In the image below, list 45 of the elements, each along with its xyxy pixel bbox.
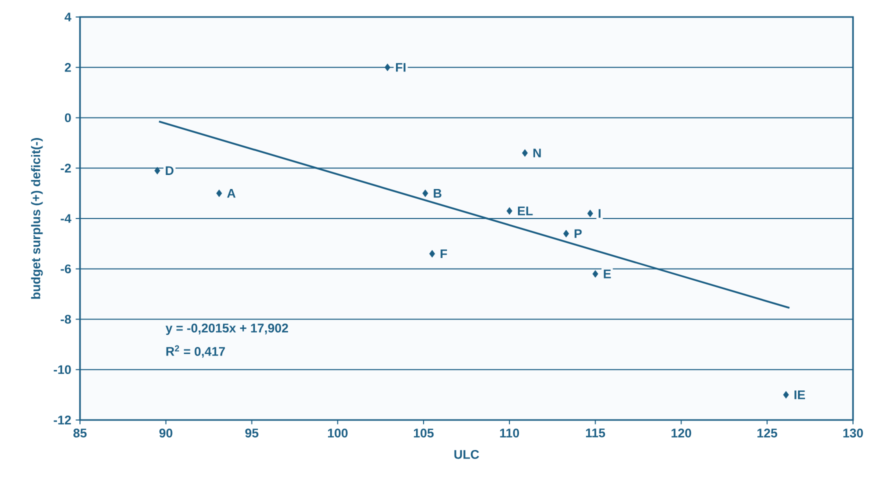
x-tick-label: 115 bbox=[586, 428, 606, 438]
annotation: P bbox=[574, 229, 582, 238]
x-tick-label: 90 bbox=[159, 428, 172, 438]
point bbox=[506, 207, 512, 215]
point bbox=[384, 64, 390, 72]
point bbox=[422, 190, 428, 198]
annotation: A bbox=[227, 189, 236, 198]
point bbox=[216, 190, 222, 198]
annotation: F bbox=[440, 249, 447, 258]
annotation: D bbox=[166, 166, 174, 175]
annotation: EL bbox=[518, 206, 533, 216]
y-tick-label: -4 bbox=[60, 214, 72, 223]
y-tick-label: -8 bbox=[60, 314, 71, 324]
point bbox=[587, 210, 594, 218]
annotation: B bbox=[434, 189, 442, 198]
x-tick-label: 125 bbox=[757, 428, 778, 438]
y-tick-label: 4 bbox=[64, 12, 72, 22]
y-tick-label: -12 bbox=[54, 416, 71, 424]
point bbox=[592, 270, 598, 278]
point bbox=[783, 391, 789, 399]
x-tick-label: 85 bbox=[73, 428, 87, 438]
x-tick-label: 110 bbox=[500, 428, 520, 438]
annotation: N bbox=[533, 148, 541, 158]
annotation: R$^{2}$ = 0,417 bbox=[166, 345, 225, 358]
x-tick-label: 95 bbox=[245, 428, 258, 438]
x-tick-label: 100 bbox=[328, 428, 348, 438]
x-tick-label: 130 bbox=[843, 428, 863, 438]
point bbox=[429, 250, 436, 258]
y-tick-label: -2 bbox=[60, 164, 71, 172]
annotation: I bbox=[598, 209, 600, 218]
point bbox=[154, 166, 160, 174]
y-axis-title: budget surplus (+) deficit(-) bbox=[31, 138, 43, 299]
x-axis-title: ULC bbox=[454, 450, 480, 459]
y-tick-label: 2 bbox=[64, 63, 71, 72]
x-tick-label: 120 bbox=[672, 428, 692, 438]
point bbox=[522, 149, 528, 157]
x-tick-label: 105 bbox=[414, 428, 434, 438]
annotation: IE bbox=[794, 390, 806, 400]
y-tick-label: -6 bbox=[60, 264, 71, 274]
annotation: E bbox=[604, 270, 611, 278]
y-tick-label: 0 bbox=[64, 113, 71, 122]
annotation: y = -0,2015x + 17,902 bbox=[166, 324, 288, 335]
point bbox=[563, 230, 570, 238]
annotation: FI bbox=[396, 63, 406, 72]
y-tick-label: -10 bbox=[54, 365, 71, 374]
